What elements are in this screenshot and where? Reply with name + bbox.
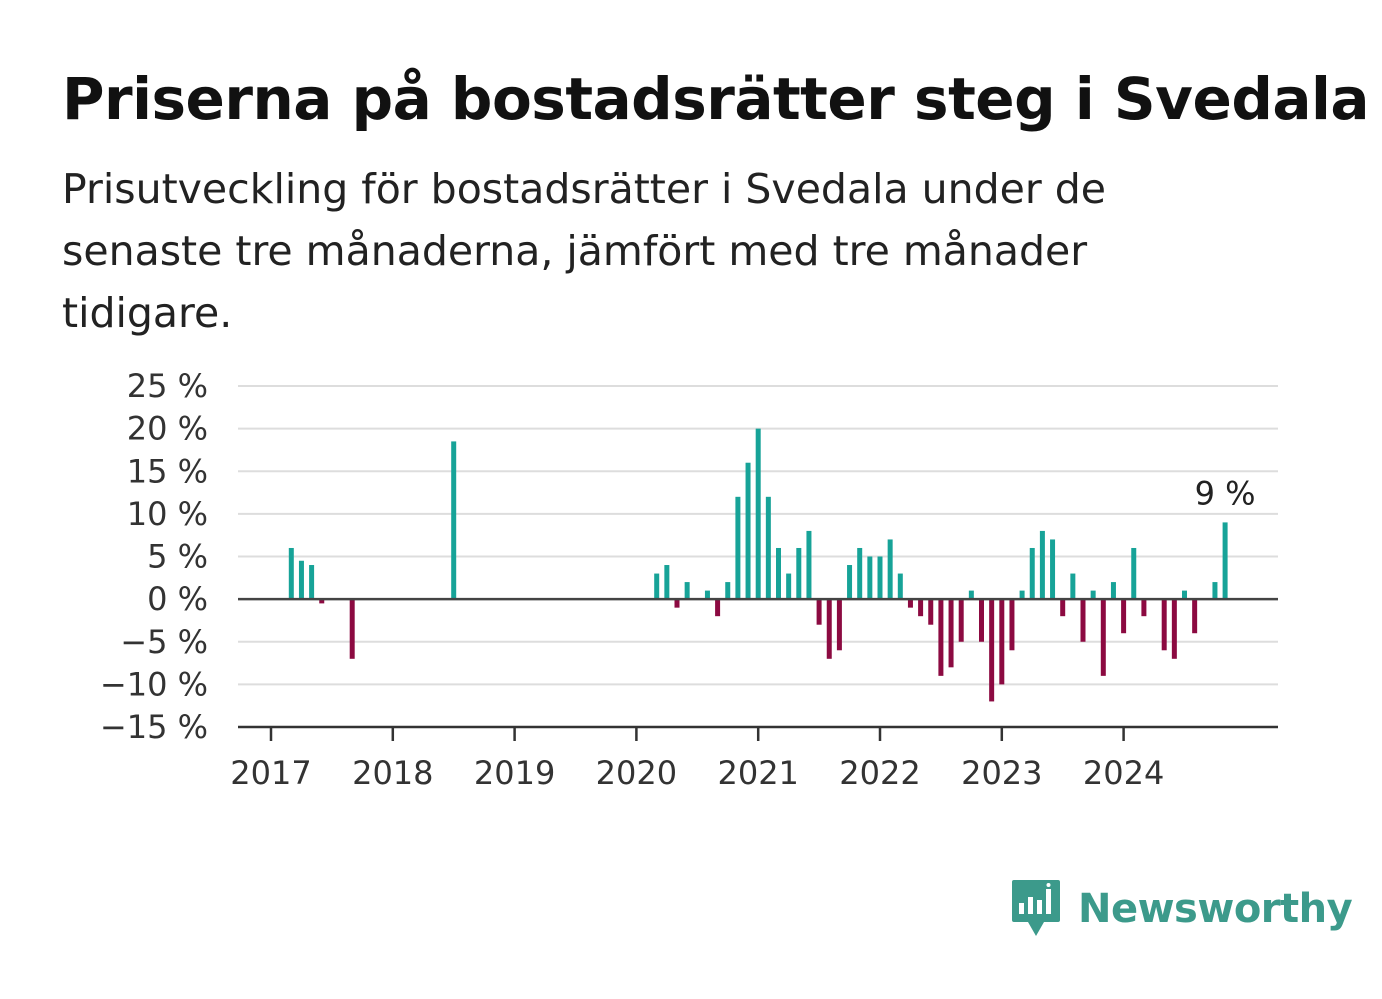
y-tick-label: 15 % [127,452,208,490]
bar [349,599,355,659]
bar [1121,599,1127,634]
bar [928,599,934,625]
bar [735,496,741,600]
x-tick-label: 2019 [474,754,555,792]
bar [1212,582,1218,600]
bar [765,496,771,600]
bar [715,599,721,617]
x-tick-label: 2020 [596,754,677,792]
bar [725,582,731,600]
bar [796,547,802,600]
bar [684,582,690,600]
bar [826,599,832,659]
bar [887,539,893,600]
brand-name: Newsworthy [1078,886,1353,932]
bar [1019,590,1025,600]
bar [1110,582,1116,600]
y-tick-label: −10 % [100,665,208,703]
bar [745,462,751,600]
bar [1009,599,1015,651]
bar [1060,599,1066,617]
bar [1131,547,1137,600]
y-tick-label: 0 % [147,580,208,618]
chart-subtitle: Prisutveckling för bostadsrätter i Sveda… [62,165,1106,337]
bar [1100,599,1106,676]
axes [238,597,1278,741]
bar [298,560,304,600]
bar [897,573,903,600]
y-tick-label: −15 % [100,708,208,746]
y-tick-label: 25 % [127,367,208,405]
bar [1080,599,1086,642]
chart-title: Priserna på bostadsrätter steg i Svedala [62,65,1370,133]
bar [654,573,660,600]
bar [1222,522,1228,600]
data-label-latest: 9 % [1195,474,1256,512]
bar [786,573,792,600]
bar [999,599,1005,685]
x-tick-label: 2017 [230,754,311,792]
bar [907,599,913,608]
bar [1090,590,1096,600]
bar [877,556,883,600]
bar [451,441,457,600]
bars [288,428,1228,702]
bar [776,547,781,600]
y-tick-label: −5 % [120,623,208,661]
x-tick-label: 2023 [961,754,1042,792]
bar [816,599,822,625]
bar [319,599,325,604]
y-tick-label: 5 % [147,538,208,576]
bar [1039,530,1045,600]
bar [857,547,863,600]
x-tick-label: 2022 [839,754,920,792]
bar [704,590,710,600]
y-tick-label: 10 % [127,495,208,533]
bar [1050,539,1056,600]
bar [1192,599,1198,634]
tick-labels: 25 % 20 % 15 % 10 % 5 % 0 % −5 % −10 % −15 % 2017… [100,367,1256,792]
bar [847,565,853,600]
y-tick-label: 20 % [127,410,208,448]
x-tick-label: 2021 [717,754,798,792]
bar [1029,547,1035,600]
bar [979,599,984,642]
brand-logo: Newsworthy [1010,878,1353,940]
newsworthy-chart-bubble-icon [1012,880,1060,936]
bar [806,530,812,600]
bar [1070,573,1076,600]
x-tick-label: 2024 [1083,754,1164,792]
bar [958,599,964,642]
bar [938,599,944,676]
bar [288,547,294,600]
bar [1161,599,1167,651]
bar [309,565,315,600]
bar [968,590,974,600]
bar [918,599,924,617]
bar [836,599,842,651]
bar [1141,599,1147,617]
bar [674,599,680,608]
bar [1171,599,1177,659]
x-tick-label: 2018 [352,754,433,792]
bar [755,428,761,600]
bar [948,599,954,668]
bar [867,556,873,600]
bar [664,565,670,600]
bar [1182,590,1187,600]
bar [989,599,995,702]
